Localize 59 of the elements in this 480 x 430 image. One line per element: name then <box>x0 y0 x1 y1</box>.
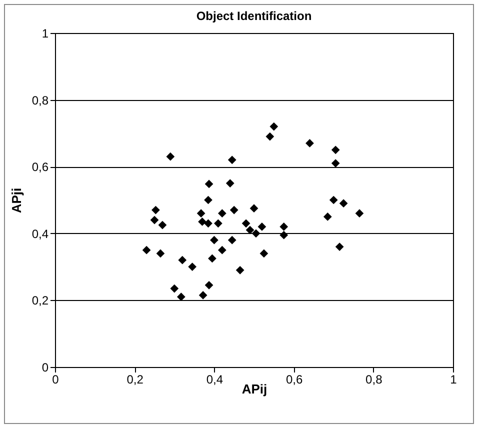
point <box>188 262 196 271</box>
point <box>158 220 167 230</box>
point <box>280 230 288 240</box>
point <box>280 222 288 231</box>
point <box>198 218 206 226</box>
y-tick-label: 1 <box>42 26 49 40</box>
point <box>204 180 214 188</box>
x-tick-label: 0 <box>52 372 60 386</box>
point <box>218 246 226 254</box>
chart-title: Object Identification <box>196 9 312 23</box>
point <box>178 256 187 264</box>
point <box>142 246 151 254</box>
x-axis-title: APij <box>242 382 268 396</box>
point <box>335 242 344 251</box>
x-tick-label: 0,8 <box>366 372 383 386</box>
x-tick-label: 0,2 <box>126 372 144 386</box>
point <box>204 196 212 204</box>
point <box>242 219 250 228</box>
point <box>228 236 236 244</box>
point <box>204 280 214 290</box>
point <box>152 206 160 214</box>
point <box>246 226 254 234</box>
y-tick-label: 0,8 <box>32 93 49 108</box>
point <box>331 159 340 168</box>
point <box>260 249 268 258</box>
y-axis-title: APji <box>8 188 24 214</box>
point <box>226 179 234 188</box>
point <box>250 204 258 213</box>
y-tick-label: 0,4 <box>32 226 49 241</box>
point <box>323 212 332 221</box>
point <box>236 266 244 274</box>
point <box>228 156 236 164</box>
point <box>329 196 338 204</box>
y-tick-label: 0,2 <box>32 294 49 308</box>
point <box>150 216 159 224</box>
point <box>198 291 208 300</box>
point <box>204 219 212 228</box>
y-tick-label: 0 <box>42 360 49 374</box>
x-tick-label: 0,4 <box>206 372 224 386</box>
point <box>230 206 238 214</box>
point <box>210 236 218 244</box>
point <box>208 254 216 263</box>
point <box>214 219 222 228</box>
point <box>355 209 364 218</box>
x-tick-label: 1 <box>450 372 458 386</box>
point <box>218 209 226 218</box>
x-tick-label: 0,6 <box>286 372 303 386</box>
point <box>306 139 314 148</box>
point <box>270 122 278 131</box>
point <box>258 222 266 231</box>
point <box>166 152 175 161</box>
point <box>266 132 274 141</box>
point <box>331 146 340 154</box>
point <box>252 229 260 238</box>
point <box>339 199 348 208</box>
point <box>196 209 206 218</box>
point <box>156 249 165 258</box>
point <box>170 284 179 293</box>
y-tick-label: 0,6 <box>32 160 49 174</box>
